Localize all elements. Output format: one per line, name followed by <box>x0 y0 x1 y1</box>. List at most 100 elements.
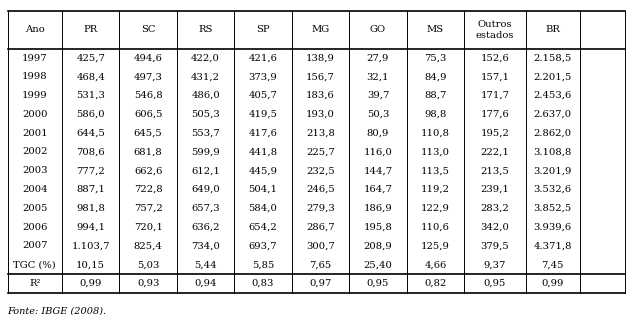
Text: 119,2: 119,2 <box>421 185 450 194</box>
Text: 4.371,8: 4.371,8 <box>534 242 572 250</box>
Text: 1998: 1998 <box>22 72 47 81</box>
Text: PR: PR <box>84 25 98 34</box>
Text: 177,6: 177,6 <box>480 110 510 119</box>
Text: 4,66: 4,66 <box>424 260 446 269</box>
Text: 681,8: 681,8 <box>134 147 163 157</box>
Text: 2.201,5: 2.201,5 <box>534 72 572 81</box>
Text: 708,6: 708,6 <box>77 147 105 157</box>
Text: 2.453,6: 2.453,6 <box>534 91 572 100</box>
Text: 342,0: 342,0 <box>480 223 510 232</box>
Text: 84,9: 84,9 <box>424 72 447 81</box>
Text: SC: SC <box>141 25 155 34</box>
Text: 164,7: 164,7 <box>363 185 392 194</box>
Text: 2.158,5: 2.158,5 <box>534 54 572 62</box>
Text: 586,0: 586,0 <box>77 110 105 119</box>
Text: 0,93: 0,93 <box>137 279 160 288</box>
Text: 373,9: 373,9 <box>249 72 277 81</box>
Text: 80,9: 80,9 <box>367 129 389 138</box>
Text: 27,9: 27,9 <box>367 54 389 62</box>
Text: 497,3: 497,3 <box>134 72 163 81</box>
Text: 720,1: 720,1 <box>134 223 163 232</box>
Text: 50,3: 50,3 <box>367 110 389 119</box>
Text: 225,7: 225,7 <box>306 147 335 157</box>
Text: 504,1: 504,1 <box>249 185 277 194</box>
Text: 606,5: 606,5 <box>134 110 163 119</box>
Text: 553,7: 553,7 <box>191 129 220 138</box>
Text: 3.201,9: 3.201,9 <box>534 166 572 175</box>
Text: TGC (%): TGC (%) <box>13 260 56 269</box>
Text: Fonte: IBGE (2008).: Fonte: IBGE (2008). <box>8 306 107 315</box>
Text: 0,94: 0,94 <box>194 279 217 288</box>
Text: 2003: 2003 <box>22 166 47 175</box>
Text: 2000: 2000 <box>22 110 47 119</box>
Text: 0,99: 0,99 <box>80 279 102 288</box>
Text: Ano: Ano <box>25 25 45 34</box>
Text: 662,6: 662,6 <box>134 166 162 175</box>
Text: 379,5: 379,5 <box>480 242 510 250</box>
Text: 5,85: 5,85 <box>252 260 274 269</box>
Text: 0,95: 0,95 <box>484 279 506 288</box>
Text: 2004: 2004 <box>22 185 47 194</box>
Text: 39,7: 39,7 <box>367 91 389 100</box>
Text: 486,0: 486,0 <box>191 91 220 100</box>
Text: 75,3: 75,3 <box>424 54 447 62</box>
Text: 7,65: 7,65 <box>310 260 332 269</box>
Text: 208,9: 208,9 <box>363 242 392 250</box>
Text: 286,7: 286,7 <box>306 223 335 232</box>
Text: 0,97: 0,97 <box>310 279 332 288</box>
Text: 2.862,0: 2.862,0 <box>534 129 572 138</box>
Text: 468,4: 468,4 <box>76 72 105 81</box>
Text: 693,7: 693,7 <box>249 242 277 250</box>
Text: 5,44: 5,44 <box>194 260 217 269</box>
Text: 445,9: 445,9 <box>249 166 277 175</box>
Text: 2007: 2007 <box>22 242 47 250</box>
Text: 88,7: 88,7 <box>424 91 447 100</box>
Text: BR: BR <box>546 25 560 34</box>
Text: 431,2: 431,2 <box>191 72 220 81</box>
Text: 3.852,5: 3.852,5 <box>534 204 572 213</box>
Text: 0,95: 0,95 <box>367 279 389 288</box>
Text: 584,0: 584,0 <box>249 204 277 213</box>
Text: R²: R² <box>29 279 41 288</box>
Text: 734,0: 734,0 <box>191 242 220 250</box>
Text: 110,8: 110,8 <box>421 129 450 138</box>
Text: 612,1: 612,1 <box>191 166 220 175</box>
Text: 283,2: 283,2 <box>480 204 510 213</box>
Text: 644,5: 644,5 <box>76 129 105 138</box>
Text: 887,1: 887,1 <box>76 185 105 194</box>
Text: 1.103,7: 1.103,7 <box>72 242 110 250</box>
Text: 654,2: 654,2 <box>249 223 277 232</box>
Text: 113,0: 113,0 <box>421 147 450 157</box>
Text: 981,8: 981,8 <box>76 204 105 213</box>
Text: 98,8: 98,8 <box>424 110 447 119</box>
Text: 10,15: 10,15 <box>76 260 105 269</box>
Text: 2002: 2002 <box>22 147 47 157</box>
Text: 222,1: 222,1 <box>480 147 510 157</box>
Text: 0,82: 0,82 <box>424 279 447 288</box>
Text: 531,3: 531,3 <box>76 91 105 100</box>
Text: 5,03: 5,03 <box>137 260 160 269</box>
Text: 422,0: 422,0 <box>191 54 220 62</box>
Text: 405,7: 405,7 <box>249 91 277 100</box>
Text: 1999: 1999 <box>22 91 47 100</box>
Text: 195,2: 195,2 <box>480 129 510 138</box>
Text: 113,5: 113,5 <box>421 166 450 175</box>
Text: SP: SP <box>256 25 270 34</box>
Text: 421,6: 421,6 <box>249 54 277 62</box>
Text: 419,5: 419,5 <box>249 110 277 119</box>
Text: 110,6: 110,6 <box>421 223 450 232</box>
Text: 994,1: 994,1 <box>76 223 105 232</box>
Text: 7,45: 7,45 <box>542 260 564 269</box>
Text: 157,1: 157,1 <box>480 72 510 81</box>
Text: 171,7: 171,7 <box>480 91 510 100</box>
Text: 0,99: 0,99 <box>542 279 564 288</box>
Text: GO: GO <box>370 25 386 34</box>
Text: 25,40: 25,40 <box>363 260 392 269</box>
Text: 300,7: 300,7 <box>306 242 335 250</box>
Text: 417,6: 417,6 <box>249 129 277 138</box>
Text: 494,6: 494,6 <box>134 54 163 62</box>
Text: 186,9: 186,9 <box>363 204 392 213</box>
Text: MG: MG <box>311 25 330 34</box>
Text: 777,2: 777,2 <box>77 166 105 175</box>
Text: 599,9: 599,9 <box>191 147 220 157</box>
